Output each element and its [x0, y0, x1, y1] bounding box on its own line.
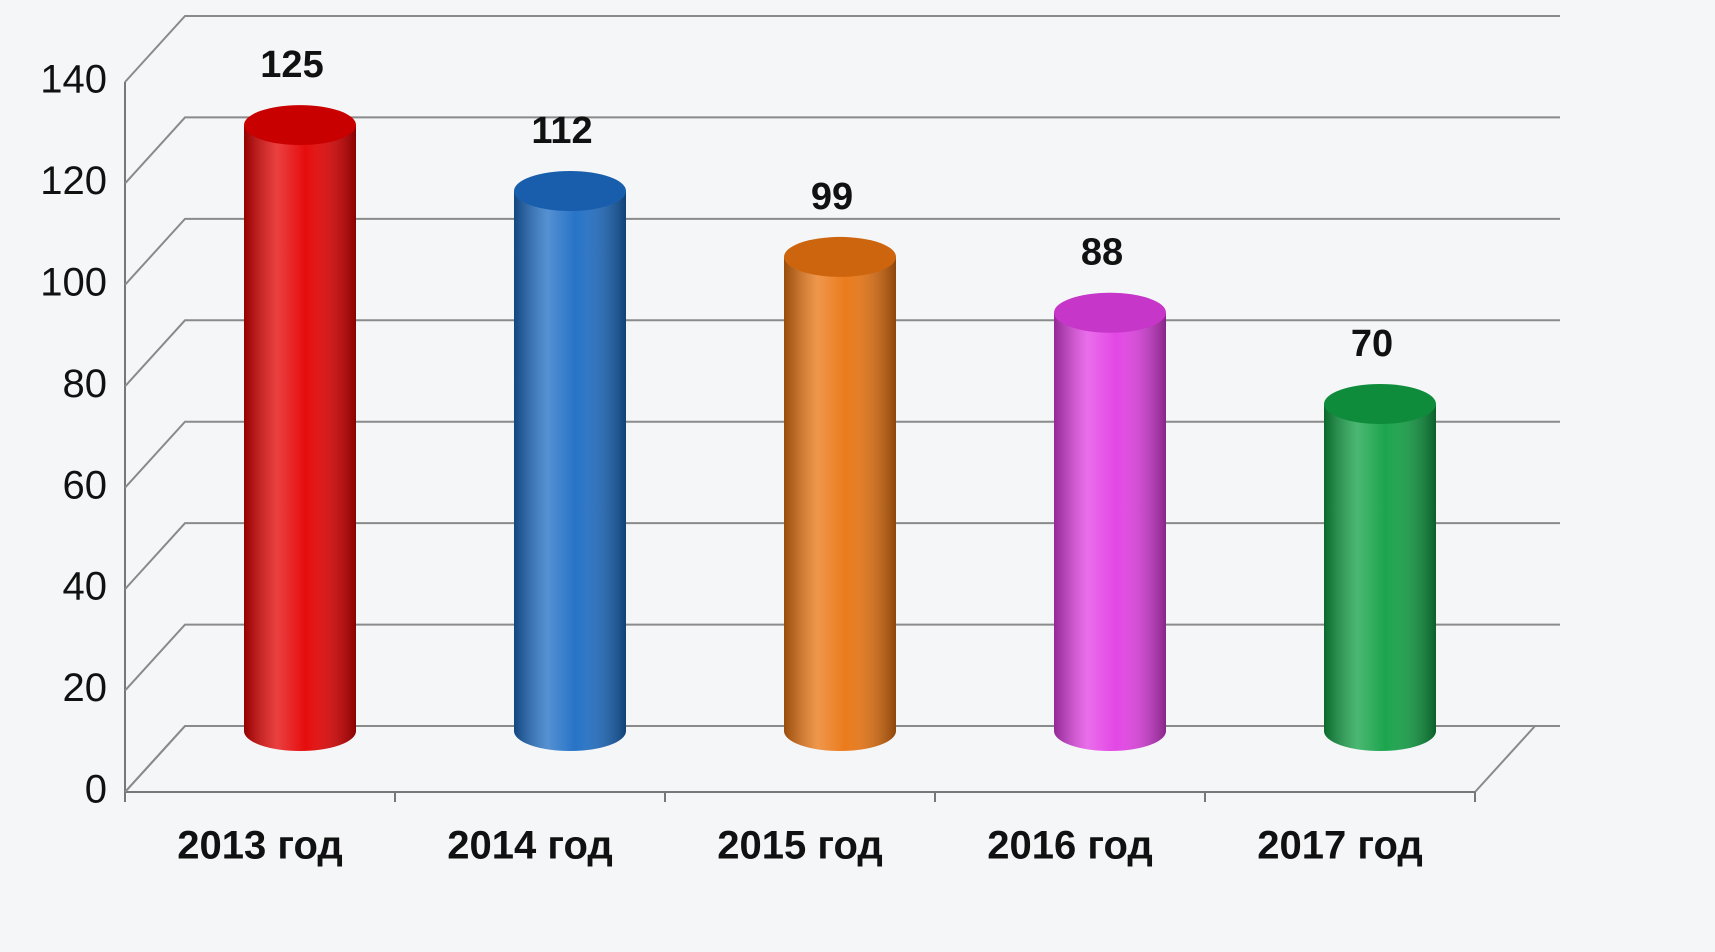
bar-top — [514, 171, 626, 211]
bar-top-shade — [514, 171, 626, 211]
x-tick-label: 2017 год — [1257, 824, 1423, 868]
y-tick-label: 80 — [63, 362, 108, 406]
grid-line — [124, 217, 1560, 286]
bar-shade — [244, 125, 356, 752]
grid-line — [124, 15, 1560, 83]
grid-line — [124, 116, 1560, 185]
data-label: 125 — [260, 44, 323, 86]
bar-shade — [514, 191, 626, 751]
y-tick-label: 20 — [63, 666, 108, 710]
bar-top-shade — [784, 236, 896, 277]
y-tick-label: 40 — [63, 565, 108, 609]
y-tick-label: 120 — [40, 159, 107, 203]
data-label: 99 — [811, 176, 853, 218]
x-tick-label: 2015 год — [717, 824, 883, 868]
x-tick-label: 2014 год — [447, 824, 613, 868]
bar-top — [1054, 292, 1166, 333]
bar-shade — [1324, 404, 1436, 751]
cylinder — [1324, 384, 1436, 751]
bar-top-shade — [1054, 292, 1166, 333]
y-tick-label: 140 — [40, 58, 107, 102]
bar-top-shade — [1324, 384, 1436, 424]
data-label: 88 — [1081, 232, 1123, 274]
data-label: 70 — [1351, 323, 1393, 365]
x-tick-label: 2013 год — [177, 824, 343, 868]
cylinder — [1054, 292, 1166, 751]
bar-top — [784, 236, 896, 277]
bar-top-shade — [244, 105, 356, 146]
bar-top — [244, 105, 356, 146]
bar-shade — [1054, 312, 1166, 751]
y-tick-label: 0 — [85, 768, 107, 812]
y-tick-label: 60 — [63, 463, 108, 507]
bar-shade — [784, 256, 896, 751]
cylinder — [784, 236, 896, 751]
x-tick-label: 2016 год — [987, 824, 1153, 868]
data-label: 112 — [531, 110, 592, 152]
y-tick-label: 100 — [40, 260, 107, 304]
cylinder — [244, 105, 356, 752]
cylinder — [514, 171, 626, 751]
bar-top — [1324, 384, 1436, 424]
